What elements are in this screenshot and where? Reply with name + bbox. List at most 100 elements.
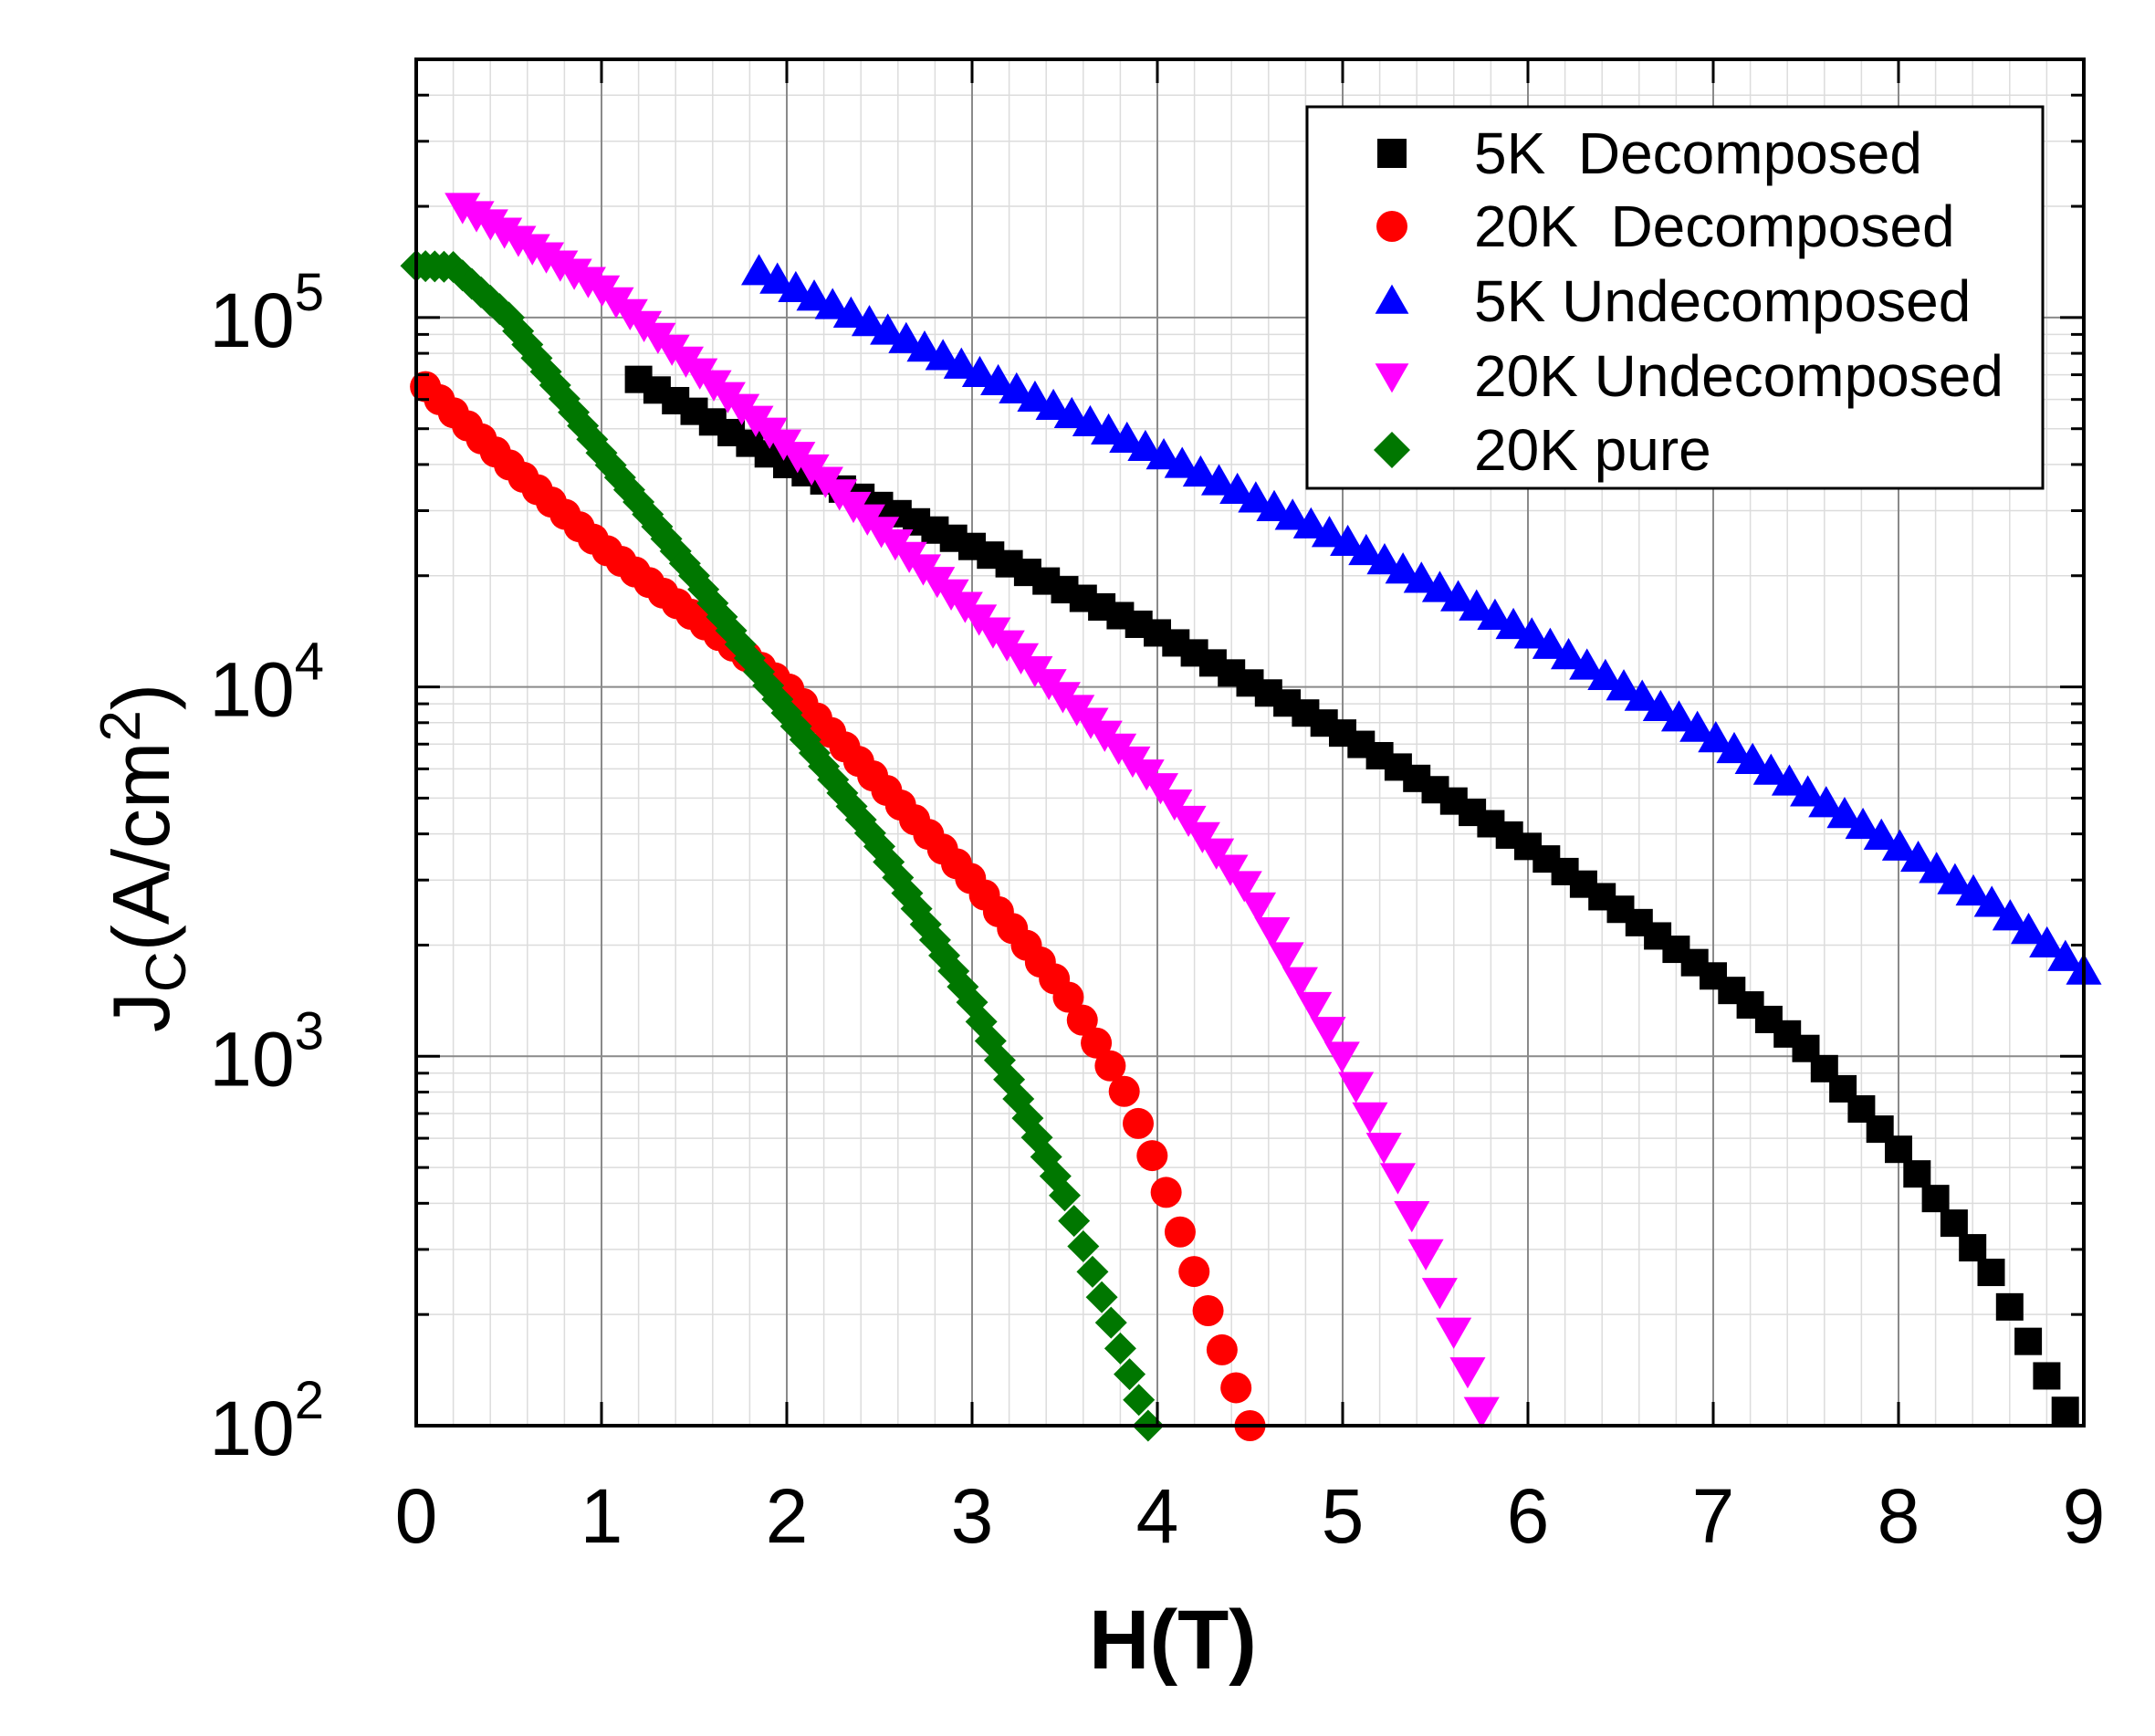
data-point	[1771, 764, 1808, 796]
data-point	[1698, 721, 1734, 753]
data-point	[1440, 580, 1477, 612]
data-point	[1421, 570, 1458, 602]
data-point	[1569, 648, 1606, 680]
legend-label-1: 5K Decomposed	[1474, 120, 1922, 186]
data-point	[472, 209, 508, 241]
legend-label-4: 20K Undecomposed	[1474, 343, 2003, 409]
data-point	[1170, 805, 1207, 838]
data-point	[1624, 679, 1660, 711]
data-point	[458, 201, 495, 233]
data-point	[1123, 1107, 1155, 1139]
data-point	[1790, 775, 1826, 807]
data-point	[1142, 773, 1179, 805]
data-point	[2029, 926, 2066, 958]
data-point	[1049, 1179, 1081, 1212]
data-point	[1919, 852, 1955, 884]
y-tick-label-exp: 2	[295, 1371, 324, 1430]
series-5	[400, 249, 1165, 1442]
data-point	[1352, 1102, 1388, 1134]
data-point	[1937, 863, 1973, 894]
x-tick-label: 1	[581, 1473, 623, 1559]
legend-label-2: 20K Decomposed	[1474, 193, 1955, 259]
data-point	[1477, 598, 1513, 630]
data-point	[1903, 1160, 1931, 1188]
data-point	[814, 288, 851, 319]
y-axis-title-sup: 2	[89, 710, 152, 741]
data-point	[1436, 1317, 1472, 1349]
data-point	[1058, 1205, 1091, 1238]
data-point	[796, 279, 832, 311]
legend-label-3: 5K Undecomposed	[1474, 268, 1971, 334]
data-point	[1495, 607, 1532, 640]
data-point	[741, 254, 778, 286]
data-point	[1206, 1333, 1238, 1365]
data-point	[1076, 1255, 1109, 1288]
data-point	[1385, 552, 1421, 584]
data-point	[1826, 797, 1863, 829]
x-tick-label: 0	[395, 1473, 438, 1559]
data-point	[1679, 710, 1716, 742]
x-tick-label: 5	[1322, 1473, 1365, 1559]
data-point	[1226, 871, 1262, 903]
data-point	[778, 270, 814, 303]
data-point	[1094, 1050, 1126, 1082]
y-tick-label-exp: 3	[295, 1001, 324, 1061]
data-point	[1660, 700, 1698, 732]
y-tick-label: 105	[209, 263, 324, 363]
data-point	[2051, 1396, 2079, 1425]
data-point	[1081, 1027, 1113, 1059]
data-point	[1606, 669, 1642, 701]
data-point	[870, 313, 906, 345]
data-point	[2033, 1362, 2061, 1390]
data-point	[1200, 464, 1238, 496]
data-point	[1192, 1295, 1224, 1327]
data-point	[2010, 912, 2047, 945]
data-point	[1053, 396, 1090, 429]
series-1	[624, 365, 2079, 1425]
data-point	[1323, 1041, 1360, 1073]
plot-frame	[414, 58, 2086, 1427]
data-point	[1164, 446, 1200, 478]
data-point	[1550, 638, 1587, 670]
data-point	[1587, 658, 1624, 690]
data-point	[1752, 753, 1789, 785]
data-point	[1394, 1200, 1430, 1233]
data-point	[1256, 489, 1292, 521]
series-layer	[400, 193, 2102, 1442]
legend-marker-5	[1374, 432, 1410, 468]
data-point	[1198, 838, 1235, 870]
data-point	[1219, 472, 1256, 505]
data-point	[542, 250, 579, 282]
data-point	[1311, 516, 1348, 548]
data-point	[1716, 731, 1752, 764]
data-point	[1085, 1281, 1118, 1313]
data-point	[1296, 991, 1333, 1024]
y-tick-label-base: 10	[209, 277, 294, 363]
data-point	[1268, 942, 1304, 974]
data-point	[1995, 1292, 2024, 1321]
data-point	[1254, 917, 1291, 949]
legend-marker-3	[1375, 284, 1409, 314]
data-point	[1136, 1140, 1168, 1172]
data-point	[486, 217, 523, 249]
data-point	[528, 242, 565, 274]
data-point	[1274, 498, 1311, 530]
data-point	[1940, 1209, 1968, 1238]
data-point	[570, 267, 606, 298]
data-point	[1094, 1306, 1127, 1339]
data-point	[556, 258, 592, 290]
data-point	[1365, 1133, 1402, 1165]
data-point	[1281, 967, 1318, 999]
x-axis-title: H(T)	[1089, 1594, 1257, 1687]
data-point	[1238, 481, 1274, 513]
data-point	[1072, 404, 1108, 437]
data-point	[1338, 1072, 1375, 1103]
data-point	[1240, 892, 1277, 924]
data-point	[1052, 981, 1084, 1013]
data-point	[980, 363, 1017, 396]
data-point	[888, 321, 925, 353]
data-point	[1379, 1163, 1417, 1195]
data-point	[1066, 1004, 1098, 1036]
x-tick-label: 6	[1507, 1473, 1550, 1559]
